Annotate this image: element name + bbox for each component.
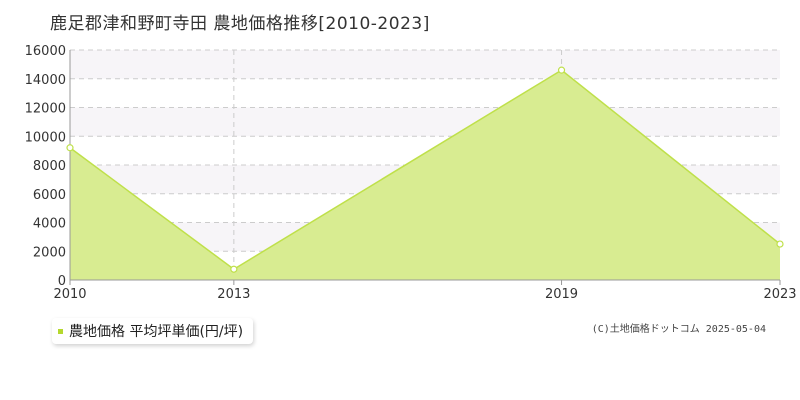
y-tick-label: 14000 [25, 73, 66, 88]
y-tick-label: 10000 [25, 130, 66, 145]
x-tick-label: 2019 [545, 287, 578, 302]
data-point [557, 66, 566, 74]
y-tick-label: 6000 [33, 188, 66, 203]
copyright-text: (C)土地価格ドットコム 2025-05-04 [591, 324, 766, 335]
area-fill [70, 70, 780, 280]
y-tick-label: 16000 [25, 44, 66, 59]
data-point [776, 240, 784, 248]
x-tick-label: 2013 [217, 287, 250, 302]
data-point [66, 144, 74, 152]
legend-swatch [58, 328, 63, 334]
y-tick-label: 12000 [25, 102, 66, 117]
y-tick-label: 2000 [33, 245, 66, 260]
x-tick-label: 2023 [763, 287, 796, 302]
grid-band [70, 107, 780, 137]
legend: 農地価格 平均坪単価(円/坪) [52, 318, 254, 344]
series-line [69, 69, 781, 271]
y-tick-label: 0 [58, 274, 66, 289]
data-point [230, 265, 238, 273]
y-tick-label: 8000 [33, 159, 66, 174]
grid-band [70, 50, 780, 79]
legend-label: 農地価格 平均坪単価(円/坪) [69, 324, 244, 340]
chart-title: 鹿足郡津和野町寺田 農地価格推移[2010-2023] [50, 14, 430, 34]
y-tick-label: 4000 [33, 217, 66, 232]
x-tick-label: 2010 [53, 287, 86, 302]
